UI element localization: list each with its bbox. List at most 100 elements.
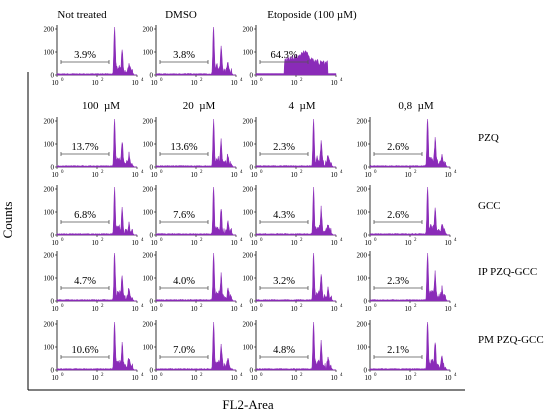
x-tick-exponent: 0: [61, 304, 64, 309]
y-tick-label: 100: [143, 49, 154, 57]
y-tick-label: 100: [243, 275, 254, 283]
column-header-not-treated: Not treated: [57, 9, 107, 21]
x-tick-exponent: 0: [260, 304, 263, 309]
histogram-area: [255, 186, 337, 236]
x-tick-exponent: 0: [260, 238, 263, 243]
y-tick-label: 200: [143, 186, 154, 194]
histogram-area: [56, 118, 138, 168]
row-label-pzq: PZQ: [478, 132, 499, 144]
gate-percent-label: 13.6%: [170, 142, 197, 153]
x-tick-exponent: 4: [454, 170, 457, 175]
x-tick-label: 10: [231, 79, 239, 87]
histogram-area: [369, 321, 451, 371]
y-tick-label: 0: [150, 164, 154, 172]
gate-percent-label: 4.3%: [273, 210, 295, 221]
x-tick-exponent: 4: [340, 170, 343, 175]
gate-percent-label: 3.8%: [173, 50, 195, 61]
histogram-area: [155, 186, 237, 236]
y-axis-label: Counts: [0, 202, 15, 239]
x-tick-exponent: 0: [260, 373, 263, 378]
y-tick-label: 200: [44, 186, 55, 194]
x-tick-label: 10: [231, 374, 239, 382]
y-tick-label: 100: [243, 49, 254, 57]
gate-percent-label: 13.7%: [71, 142, 98, 153]
x-tick-exponent: 4: [340, 304, 343, 309]
gate-percent-label: 2.3%: [273, 142, 295, 153]
x-tick-label: 10: [151, 79, 159, 87]
x-tick-exponent: 0: [160, 238, 163, 243]
x-tick-exponent: 2: [300, 304, 303, 309]
y-tick-label: 0: [250, 232, 254, 240]
x-tick-exponent: 4: [340, 78, 343, 83]
histogram-area: [155, 321, 237, 371]
x-tick-exponent: 0: [374, 238, 377, 243]
histogram-area: [255, 252, 337, 302]
x-tick-exponent: 4: [340, 373, 343, 378]
x-tick-exponent: 4: [141, 373, 144, 378]
y-tick-label: 200: [44, 252, 55, 260]
histogram-area: [155, 26, 237, 76]
x-tick-exponent: 4: [141, 78, 144, 83]
y-tick-label: 100: [143, 275, 154, 283]
x-tick-exponent: 2: [300, 373, 303, 378]
x-tick-exponent: 4: [141, 170, 144, 175]
y-tick-label: 0: [250, 298, 254, 306]
x-tick-label: 10: [445, 171, 453, 179]
y-tick-label: 100: [357, 275, 368, 283]
x-tick-exponent: 4: [141, 238, 144, 243]
gate-percent-label: 6.8%: [74, 210, 96, 221]
x-tick-label: 10: [291, 79, 299, 87]
x-tick-label: 10: [132, 239, 140, 247]
x-tick-label: 10: [405, 171, 413, 179]
x-tick-exponent: 4: [240, 170, 243, 175]
x-tick-exponent: 0: [160, 78, 163, 83]
x-tick-exponent: 2: [200, 78, 203, 83]
gate-percent-label: 4.7%: [74, 276, 96, 287]
x-tick-exponent: 2: [200, 373, 203, 378]
x-tick-exponent: 2: [414, 170, 417, 175]
gate-percent-label: 2.1%: [387, 345, 409, 356]
x-tick-label: 10: [365, 171, 373, 179]
gate-percent-label: 3.9%: [74, 50, 96, 61]
histogram-area: [56, 252, 138, 302]
x-tick-label: 10: [52, 171, 60, 179]
histogram-area: [255, 50, 337, 76]
x-tick-label: 10: [331, 239, 339, 247]
x-tick-exponent: 2: [300, 170, 303, 175]
x-tick-exponent: 0: [260, 170, 263, 175]
x-tick-exponent: 4: [454, 373, 457, 378]
x-tick-label: 10: [251, 305, 259, 313]
y-tick-label: 0: [150, 232, 154, 240]
histogram-area: [369, 186, 451, 236]
y-tick-label: 0: [51, 72, 55, 80]
x-tick-label: 10: [92, 171, 100, 179]
y-tick-label: 200: [357, 118, 368, 126]
x-tick-label: 10: [151, 171, 159, 179]
gate-percent-label: 2.6%: [387, 142, 409, 153]
x-tick-exponent: 2: [200, 238, 203, 243]
x-tick-exponent: 0: [160, 304, 163, 309]
x-tick-label: 10: [132, 374, 140, 382]
x-tick-label: 10: [365, 305, 373, 313]
x-tick-label: 10: [191, 79, 199, 87]
column-header-4um: 4 µM: [288, 100, 315, 112]
x-tick-exponent: 4: [240, 373, 243, 378]
gate-percent-label: 7.0%: [173, 345, 195, 356]
x-tick-label: 10: [331, 305, 339, 313]
y-tick-label: 0: [250, 72, 254, 80]
x-tick-exponent: 2: [414, 238, 417, 243]
x-tick-exponent: 0: [61, 373, 64, 378]
x-tick-label: 10: [92, 79, 100, 87]
y-tick-label: 0: [250, 164, 254, 172]
x-tick-exponent: 0: [61, 238, 64, 243]
y-tick-label: 100: [44, 344, 55, 352]
gate-percent-label: 7.6%: [173, 210, 195, 221]
x-tick-label: 10: [151, 374, 159, 382]
